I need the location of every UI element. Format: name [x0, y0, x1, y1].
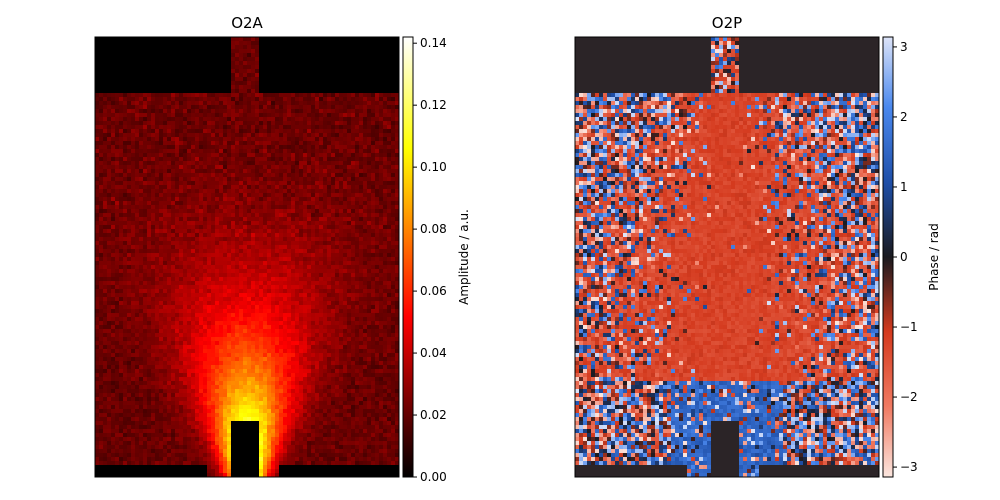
amplitude-colorbar-gradient [402, 36, 414, 478]
phase-colorbar: −3 −2 −1 0 1 2 3 Phase / rad [882, 36, 941, 478]
phase-colorbar-tick-label: 2 [900, 110, 908, 124]
phase-colorbar-ticks: −3 −2 −1 0 1 2 3 [893, 40, 918, 474]
amplitude-frame [94, 36, 400, 478]
phase-heatmap [575, 37, 880, 478]
phase-colorbar-tick-label: 0 [900, 250, 908, 264]
amplitude-colorbar-tick-label: 0.04 [420, 346, 447, 360]
phase-colorbar-tick-label: −1 [900, 320, 918, 334]
phase-colorbar-tick-label: −2 [900, 390, 918, 404]
phase-panel: O2P [574, 14, 880, 478]
phase-title: O2P [712, 14, 742, 32]
phase-colorbar-tick-label: 3 [900, 40, 908, 54]
amplitude-colorbar: 0.00 0.02 0.04 0.06 0.08 0.10 0.12 0.14 Amplitu… [402, 36, 471, 484]
amplitude-colorbar-tick-label: 0.10 [420, 160, 447, 174]
amplitude-title: O2A [231, 14, 263, 32]
phase-colorbar-tick-label: 1 [900, 180, 908, 194]
amplitude-colorbar-tick-label: 0.08 [420, 222, 447, 236]
amplitude-colorbar-tick-label: 0.12 [420, 98, 447, 112]
phase-colorbar-gradient [882, 36, 894, 478]
amplitude-colorbar-tick-label: 0.00 [420, 470, 447, 484]
amplitude-heatmap [95, 37, 400, 478]
amplitude-colorbar-tick-label: 0.14 [420, 36, 447, 50]
phase-colorbar-label: Phase / rad [927, 223, 941, 290]
amplitude-colorbar-ticks: 0.00 0.02 0.04 0.06 0.08 0.10 0.12 0.14 [413, 36, 447, 484]
amplitude-colorbar-tick-label: 0.06 [420, 284, 447, 298]
amplitude-colorbar-label: Amplitude / a.u. [457, 209, 471, 305]
amplitude-colorbar-tick-label: 0.02 [420, 408, 447, 422]
phase-colorbar-tick-label: −3 [900, 460, 918, 474]
amplitude-panel: O2A [94, 14, 400, 478]
phase-frame [574, 36, 880, 478]
